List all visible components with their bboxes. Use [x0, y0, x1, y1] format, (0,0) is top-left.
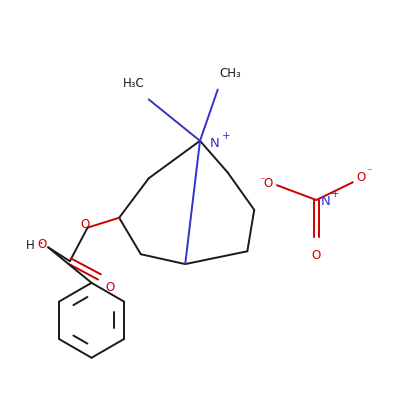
Text: +: + [331, 189, 340, 199]
Text: O: O [37, 238, 46, 251]
Text: O: O [264, 177, 273, 190]
Text: O: O [312, 249, 321, 262]
Text: H₃C: H₃C [123, 76, 145, 90]
Text: +: + [222, 131, 230, 141]
Text: CH₃: CH₃ [220, 67, 242, 80]
Text: N: N [210, 137, 220, 150]
Text: H: H [26, 239, 34, 252]
Text: O: O [357, 171, 366, 184]
Text: O: O [80, 218, 90, 231]
Text: ⁻: ⁻ [367, 167, 372, 177]
Text: O: O [105, 281, 114, 294]
Text: ⁻: ⁻ [260, 176, 265, 186]
Text: ·: · [38, 237, 43, 252]
Text: N: N [320, 196, 330, 208]
